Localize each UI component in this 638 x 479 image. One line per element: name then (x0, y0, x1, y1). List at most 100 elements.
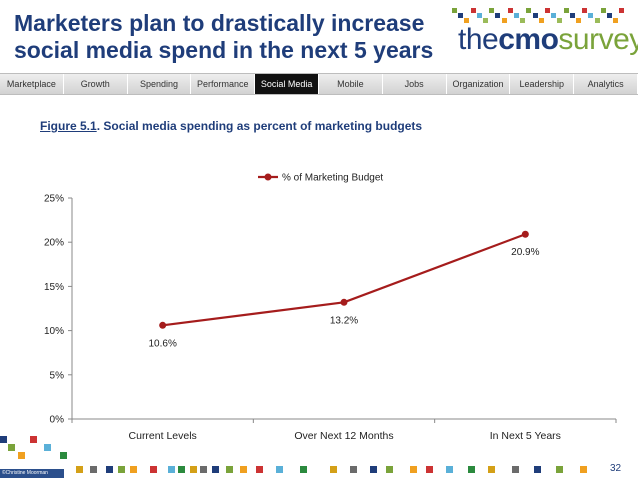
logo-square (495, 13, 501, 18)
data-label: 20.9% (511, 247, 539, 258)
logo-square (538, 18, 544, 23)
nav-tab-organization[interactable]: Organization (446, 74, 511, 94)
logo-square (452, 8, 457, 13)
footer-square (512, 466, 519, 473)
logo-square (563, 8, 569, 13)
footer-square (190, 466, 197, 473)
nav-tab-spending[interactable]: Spending (127, 74, 192, 94)
logo-square (545, 8, 550, 13)
footer-square (226, 466, 233, 473)
logo-square (613, 18, 619, 23)
nav-tab-mobile[interactable]: Mobile (318, 74, 383, 94)
footer-square (30, 436, 37, 443)
logo-square (483, 18, 488, 23)
legend-marker (264, 173, 272, 181)
nav-tab-growth[interactable]: Growth (63, 74, 128, 94)
y-tick-label: 20% (44, 238, 64, 249)
nav-tab-marketplace[interactable]: Marketplace (0, 74, 64, 94)
logo-square (470, 8, 476, 13)
logo-square (476, 13, 482, 18)
page-number: 32 (610, 463, 622, 474)
footer-square (426, 466, 433, 473)
data-point (159, 321, 167, 329)
logo-square (458, 13, 464, 18)
x-tick-label: In Next 5 Years (490, 430, 561, 442)
y-tick-label: 25% (44, 194, 64, 205)
footer-square (0, 436, 7, 443)
footer-squares-decoration (0, 436, 638, 479)
logo-wordmark: thecmosurvey (458, 22, 638, 58)
logo-square (582, 8, 588, 13)
y-tick-label: 15% (44, 282, 64, 293)
page-title: Marketers plan to drastically increase s… (14, 10, 434, 64)
footer-square (178, 466, 185, 473)
logo-square (501, 18, 507, 23)
logo-square (464, 18, 470, 23)
footer-square (256, 466, 263, 473)
footer-square (386, 466, 393, 473)
footer-square (60, 452, 67, 459)
nav-tab-performance[interactable]: Performance (191, 74, 256, 94)
logo-square (514, 13, 519, 18)
nav-tab-social-media[interactable]: Social Media (255, 74, 319, 94)
x-tick-label: Over Next 12 Months (294, 430, 393, 442)
footer-square (90, 466, 97, 473)
y-tick-label: 5% (50, 370, 65, 381)
logo-square (520, 18, 526, 23)
logo-square (588, 13, 594, 18)
logo-square (551, 13, 557, 18)
x-tick-label: Current Levels (129, 430, 197, 442)
footer-square (488, 466, 495, 473)
logo-square (619, 8, 625, 13)
figure-caption-text: . Social media spending as percent of ma… (96, 119, 423, 133)
logo-square (526, 8, 532, 13)
section-nav: Marketplace Growth Spending Performance Soci… (0, 73, 638, 95)
logo-squares-decoration (452, 8, 628, 26)
legend-label: % of Marketing Budget (282, 173, 383, 184)
data-label: 10.6% (148, 338, 176, 349)
nav-tab-leadership[interactable]: Leadership (510, 74, 575, 94)
logo-square (532, 13, 538, 18)
footer-square (410, 466, 417, 473)
footer-square (580, 466, 587, 473)
social-media-spend-chart: 0% 5% 10% 15% 20% 25% Current Levels Over Next … (44, 173, 617, 442)
figure-label: Figure 5.1 (40, 119, 97, 133)
title-line-2: social media spend in the next 5 years (14, 37, 434, 63)
logo-the: the (458, 23, 499, 56)
y-tick-label: 10% (44, 326, 64, 337)
logo-square (576, 18, 581, 23)
logo-square (607, 13, 612, 18)
footer-square (240, 466, 247, 473)
nav-tab-analytics[interactable]: Analytics (574, 74, 638, 94)
cmo-survey-logo: thecmosurvey (452, 8, 638, 68)
logo-square (507, 8, 513, 13)
footer-square (44, 444, 51, 451)
nav-tab-jobs[interactable]: Jobs (382, 74, 447, 94)
footer-square (350, 466, 357, 473)
series-line (162, 233, 526, 327)
footer-square (556, 466, 563, 473)
y-tick-label: 0% (50, 415, 65, 426)
figure-caption: Figure 5.1. Social media spending as per… (40, 119, 422, 133)
logo-cmo: cmo (498, 23, 559, 56)
footer-square (300, 466, 307, 473)
footer-square (468, 466, 475, 473)
data-label: 13.2% (330, 315, 358, 326)
title-line-1: Marketers plan to drastically increase (14, 10, 425, 36)
footer-square (8, 444, 15, 451)
footer-square (168, 466, 175, 473)
logo-square (557, 18, 563, 23)
footer-square (76, 466, 83, 473)
logo-square (594, 18, 600, 23)
data-point (340, 298, 348, 306)
footer-square (200, 466, 207, 473)
logo-square (489, 8, 495, 13)
footer-square (18, 452, 25, 459)
logo-survey: survey (558, 23, 638, 56)
footer-square (446, 466, 453, 473)
footer-square (212, 466, 219, 473)
copyright-credit: ©Christine Moorman (0, 469, 64, 478)
footer-square (118, 466, 125, 473)
footer-square (130, 466, 137, 473)
footer-square (534, 466, 541, 473)
